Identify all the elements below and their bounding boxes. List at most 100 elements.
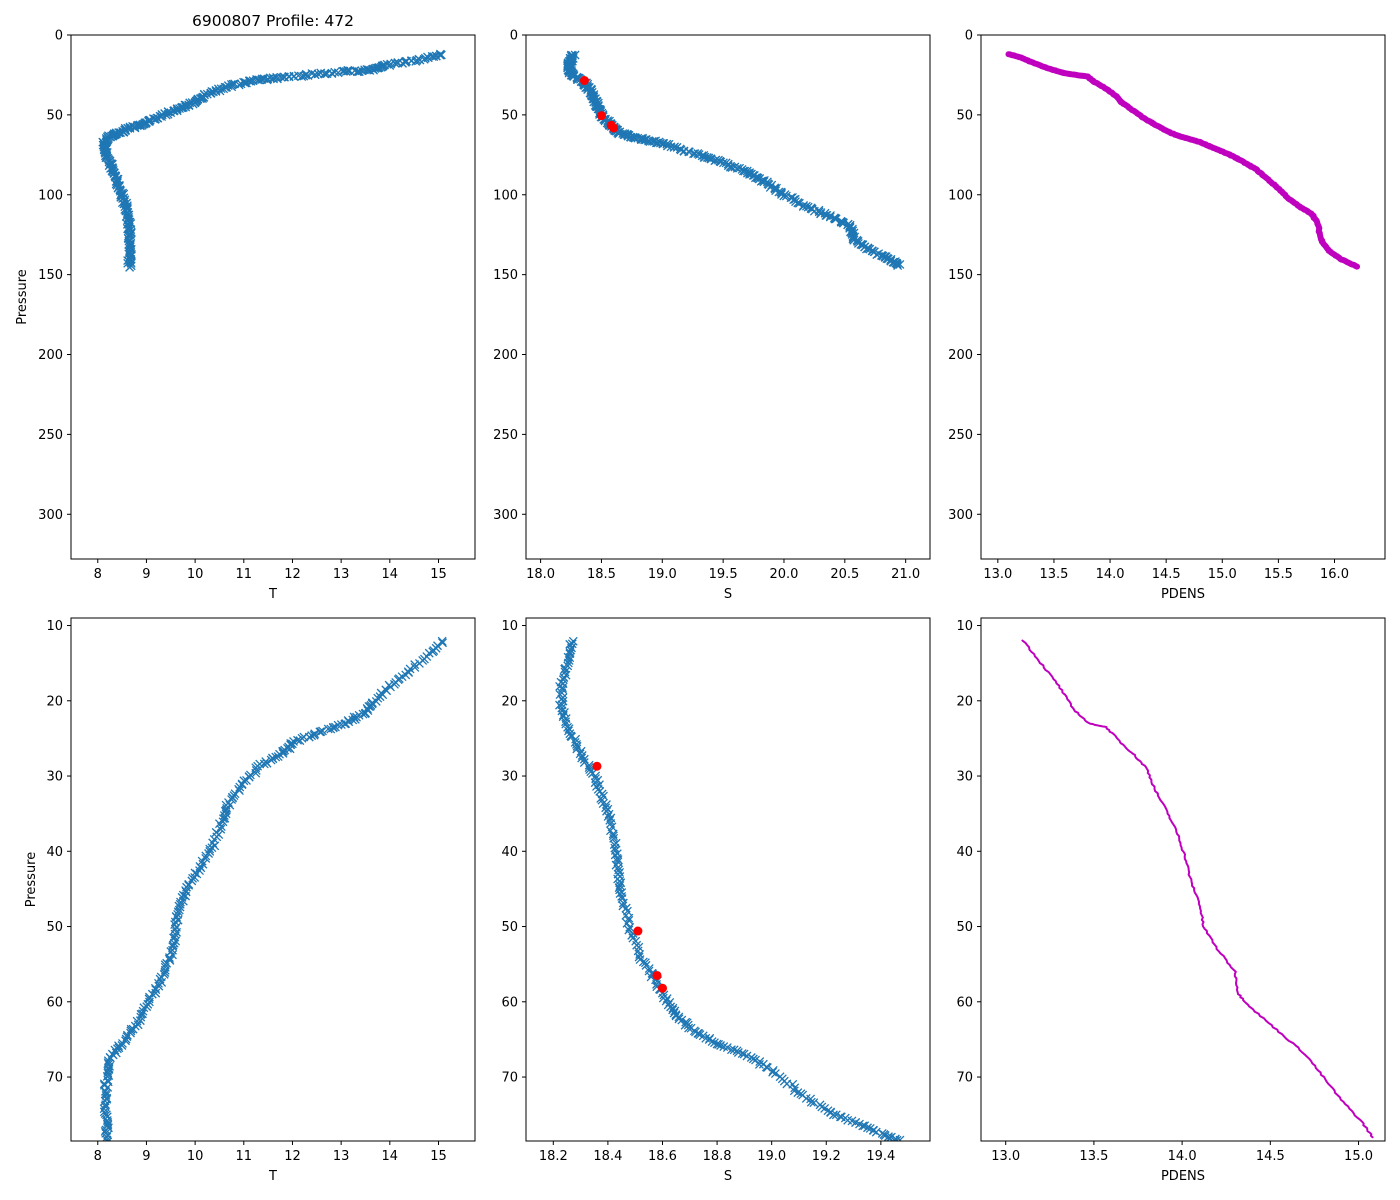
data-point bbox=[221, 83, 231, 93]
x-tick-label: 18.2 bbox=[539, 1149, 568, 1164]
data-point bbox=[318, 726, 327, 736]
y-tick-label: 10 bbox=[956, 619, 973, 634]
x-axis-label: T bbox=[268, 587, 277, 602]
data-point bbox=[624, 913, 634, 923]
data-point bbox=[614, 862, 623, 872]
data-point bbox=[116, 189, 126, 199]
y-tick-label: 30 bbox=[501, 770, 518, 785]
data-point bbox=[561, 717, 571, 727]
data-point bbox=[279, 72, 289, 82]
data-point bbox=[567, 732, 576, 742]
x-tick-label: 8 bbox=[94, 1149, 102, 1164]
plot-area bbox=[1005, 51, 1360, 270]
flagged-point bbox=[657, 983, 667, 993]
x-tick-label: 18.4 bbox=[593, 1149, 622, 1164]
data-point bbox=[622, 918, 632, 928]
data-point bbox=[863, 1123, 872, 1133]
y-tick-label: 20 bbox=[501, 694, 518, 709]
y-tick-label: 150 bbox=[948, 268, 973, 283]
data-point bbox=[662, 139, 672, 149]
data-point bbox=[770, 1069, 780, 1079]
y-tick-label: 20 bbox=[46, 694, 63, 709]
y-tick-label: 150 bbox=[493, 268, 518, 283]
data-point bbox=[268, 73, 278, 83]
data-point bbox=[285, 744, 295, 754]
data-point bbox=[126, 1024, 136, 1034]
chart-panel-dens_zoom: 13.0 13.5 14.0 14.5 15.0 10 20 30 40 50 60 70 PDENS bbox=[956, 617, 1386, 1184]
x-axis-label: PDENS bbox=[1161, 587, 1205, 602]
data-point bbox=[165, 953, 174, 963]
data-point bbox=[565, 653, 575, 663]
x-tick-label: 19.0 bbox=[648, 567, 677, 582]
data-point bbox=[830, 214, 840, 224]
x-axis-label: T bbox=[268, 1169, 277, 1184]
x-tick-label: 13.0 bbox=[983, 567, 1012, 582]
y-tick-label: 100 bbox=[38, 188, 63, 203]
x-tick-label: 20.5 bbox=[830, 567, 859, 582]
x-tick-label: 20.0 bbox=[769, 567, 798, 582]
x-axis-label: PDENS bbox=[1161, 1169, 1205, 1184]
data-point bbox=[310, 70, 320, 80]
data-point bbox=[704, 153, 714, 163]
x-axis-label: S bbox=[724, 587, 732, 602]
x-tick-label: 14 bbox=[382, 567, 399, 582]
y-tick-label: 60 bbox=[501, 995, 518, 1010]
x-tick-label: 13.0 bbox=[991, 1149, 1020, 1164]
x-tick-label: 21.0 bbox=[891, 567, 920, 582]
data-point bbox=[216, 824, 226, 834]
data-point bbox=[273, 752, 283, 762]
y-tick-label: 60 bbox=[46, 995, 63, 1010]
x-tick-label: 13 bbox=[333, 567, 350, 582]
data-point bbox=[125, 262, 135, 272]
x-tick-label: 18.6 bbox=[648, 1149, 677, 1164]
y-tick-label: 20 bbox=[956, 694, 973, 709]
data-point bbox=[315, 727, 325, 737]
data-point bbox=[110, 1045, 120, 1055]
axes-frame bbox=[70, 34, 476, 560]
data-point bbox=[564, 726, 573, 736]
y-axis-label: Pressure bbox=[24, 852, 39, 908]
y-tick-label: 50 bbox=[46, 920, 63, 935]
data-point bbox=[211, 86, 221, 96]
data-point bbox=[340, 719, 350, 729]
data-point bbox=[103, 1068, 113, 1078]
data-point bbox=[566, 645, 576, 655]
y-tick-label: 250 bbox=[38, 428, 63, 443]
data-point bbox=[670, 142, 680, 152]
data-point bbox=[735, 163, 745, 173]
y-tick-label: 100 bbox=[948, 188, 973, 203]
y-tick-label: 30 bbox=[956, 770, 973, 785]
x-tick-label: 19.5 bbox=[709, 567, 738, 582]
chart-panel-sal_full: 18.0 18.5 19.0 19.5 20.0 20.5 21.0 0 50 100 150 200… bbox=[493, 29, 931, 602]
data-point bbox=[278, 748, 288, 758]
x-tick-label: 10 bbox=[187, 567, 204, 582]
data-point bbox=[248, 76, 258, 86]
data-point bbox=[828, 1110, 838, 1120]
x-tick-label: 14.5 bbox=[1256, 1149, 1285, 1164]
data-point bbox=[216, 84, 226, 94]
data-point bbox=[579, 754, 589, 764]
data-point bbox=[809, 1098, 819, 1108]
y-tick-label: 300 bbox=[493, 508, 518, 523]
data-point bbox=[339, 66, 349, 76]
data-point bbox=[173, 907, 183, 917]
x-tick-label: 9 bbox=[142, 1149, 150, 1164]
x-tick-label: 9 bbox=[142, 567, 150, 582]
x-tick-label: 19.2 bbox=[812, 1149, 841, 1164]
data-point bbox=[768, 1067, 778, 1077]
x-tick-label: 8 bbox=[94, 567, 102, 582]
y-tick-label: 100 bbox=[493, 188, 518, 203]
data-point bbox=[103, 1056, 113, 1066]
data-point bbox=[621, 903, 631, 913]
data-point bbox=[188, 873, 198, 883]
data-point bbox=[330, 67, 340, 77]
data-point bbox=[341, 67, 351, 76]
x-tick-label: 13 bbox=[333, 1149, 350, 1164]
data-point bbox=[135, 120, 145, 130]
x-tick-label: 15.5 bbox=[1264, 567, 1293, 582]
axes-frame bbox=[525, 617, 931, 1142]
y-tick-label: 60 bbox=[956, 995, 973, 1010]
data-point bbox=[893, 261, 903, 271]
y-tick-label: 150 bbox=[38, 268, 63, 283]
data-point bbox=[777, 189, 786, 199]
